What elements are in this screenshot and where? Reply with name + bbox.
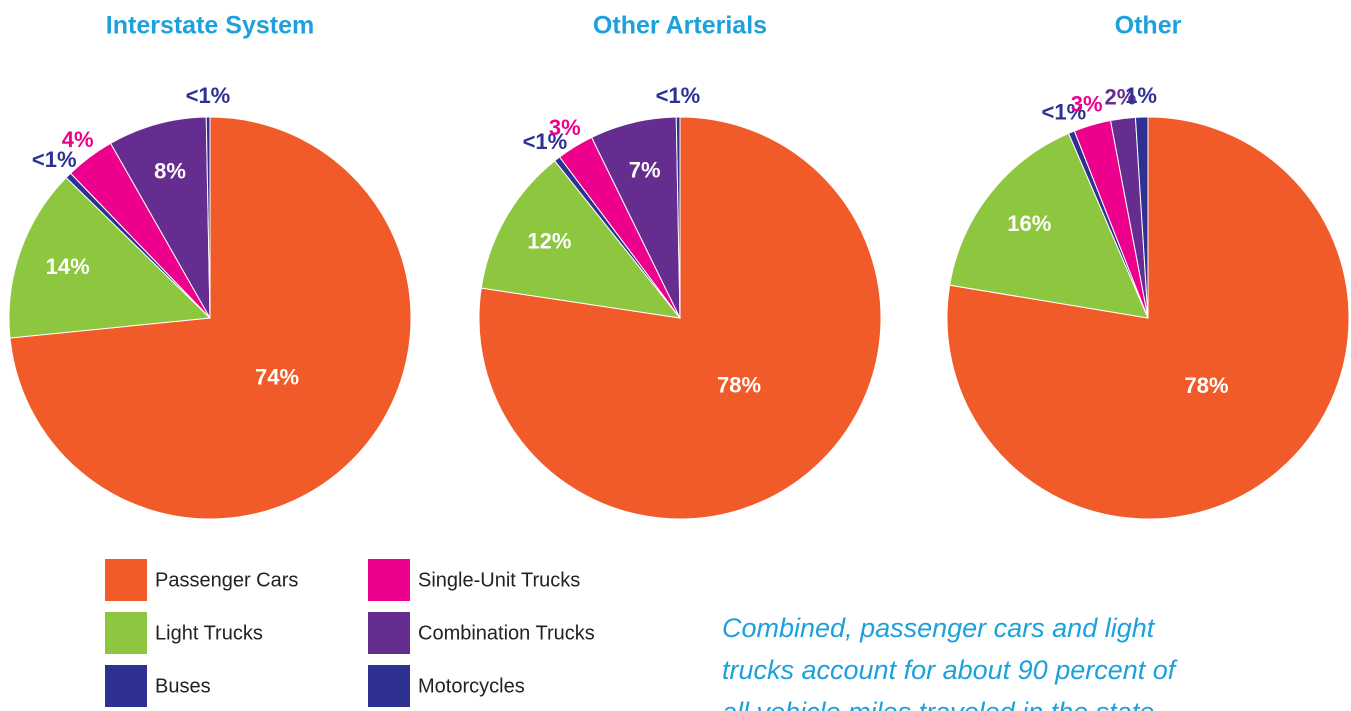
value-label: 14% xyxy=(46,254,90,279)
value-label: <1% xyxy=(656,83,701,108)
legend-swatch xyxy=(105,559,147,601)
legend-label: Buses xyxy=(155,675,211,697)
value-label: 3% xyxy=(1071,92,1103,117)
legend-label: Light Trucks xyxy=(155,622,263,644)
pie-slice xyxy=(1134,116,1149,319)
pie-slice xyxy=(205,116,211,319)
legend-label: Motorcycles xyxy=(418,675,525,697)
note: Combined, passenger cars and light trucks… xyxy=(722,613,1178,711)
legend-label: Combination Trucks xyxy=(418,622,595,644)
value-label: 3% xyxy=(549,115,581,140)
value-label: 7% xyxy=(629,157,661,182)
value-label: 4% xyxy=(62,127,94,152)
pie-slice xyxy=(109,116,211,319)
pie-slice xyxy=(675,116,681,319)
pie-slice xyxy=(949,132,1149,319)
chart-title: Interstate System xyxy=(106,12,314,40)
legend-swatch xyxy=(368,559,410,601)
value-label: <1% xyxy=(32,147,77,172)
value-label: <1% xyxy=(523,129,568,154)
legend-swatch xyxy=(105,665,147,707)
chart-title: Other xyxy=(1115,12,1182,40)
legend-swatch xyxy=(105,612,147,654)
value-label: 78% xyxy=(717,372,761,397)
value-label: 1% xyxy=(1125,83,1157,108)
legend-swatch xyxy=(368,612,410,654)
chart-title: Other Arterials xyxy=(593,12,767,40)
value-label: <1% xyxy=(186,83,231,108)
pie-slice xyxy=(8,176,212,339)
pie-slice xyxy=(946,116,1350,520)
legend-label: Single-Unit Trucks xyxy=(418,569,580,591)
value-label: 74% xyxy=(255,365,299,390)
legend-swatch xyxy=(368,665,410,707)
legend-label: Passenger Cars xyxy=(155,569,298,591)
value-label: 78% xyxy=(1184,373,1228,398)
value-label: 2% xyxy=(1105,85,1137,110)
value-label: 8% xyxy=(154,158,186,183)
pie-slice xyxy=(480,160,682,319)
value-label: 12% xyxy=(527,228,571,253)
value-label: 16% xyxy=(1007,211,1051,236)
value-label: <1% xyxy=(1041,99,1086,124)
